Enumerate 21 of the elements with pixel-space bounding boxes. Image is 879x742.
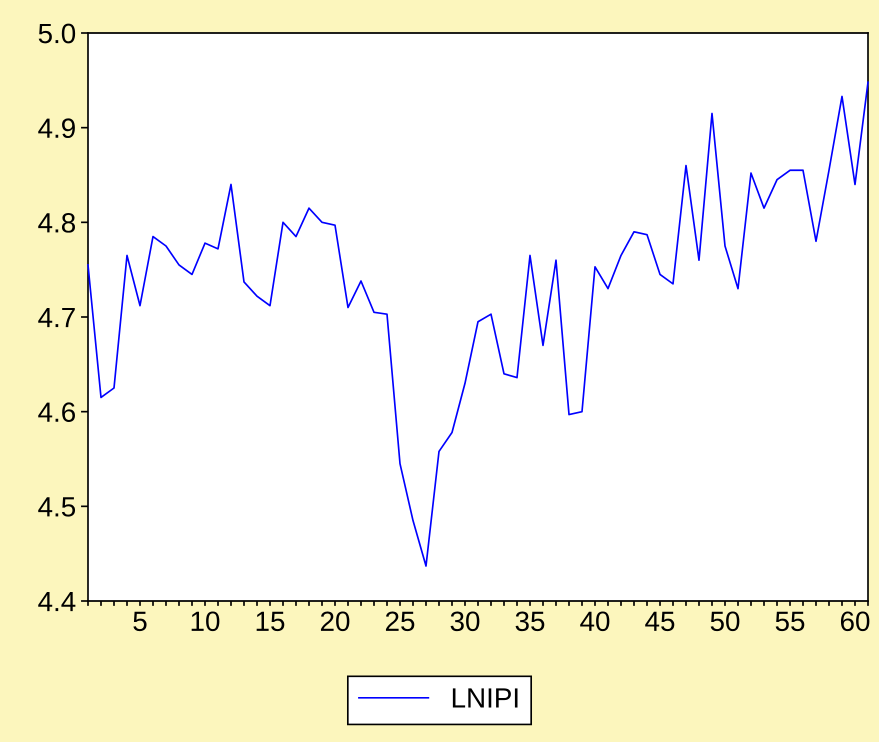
y-tick-label: 4.8 bbox=[38, 213, 75, 233]
x-tick-label: 20 bbox=[320, 611, 350, 632]
x-tick-label: 50 bbox=[710, 611, 740, 632]
y-tick-label: 5.0 bbox=[38, 24, 76, 44]
y-tick-label: 4.5 bbox=[38, 497, 76, 517]
x-tick-label: 5 bbox=[133, 612, 147, 632]
x-tick-label: 30 bbox=[450, 611, 480, 632]
y-tick-label: 4.7 bbox=[38, 308, 75, 328]
line-series bbox=[87, 81, 869, 567]
x-tick-label: 10 bbox=[192, 611, 220, 632]
x-tick-label: 55 bbox=[776, 612, 804, 632]
x-tick-label: 60 bbox=[840, 611, 870, 632]
x-tick-label: 25 bbox=[386, 611, 414, 632]
legend-label: LNIPI bbox=[452, 688, 518, 708]
x-tick-label: 35 bbox=[516, 611, 544, 632]
y-tick-label: 4.4 bbox=[38, 592, 76, 612]
x-tick-label: 40 bbox=[580, 611, 610, 632]
y-tick-label: 4.9 bbox=[38, 118, 75, 138]
x-tick-label: 45 bbox=[645, 612, 674, 632]
y-tick-label: 4.6 bbox=[38, 402, 75, 422]
x-tick-label: 15 bbox=[256, 612, 284, 632]
